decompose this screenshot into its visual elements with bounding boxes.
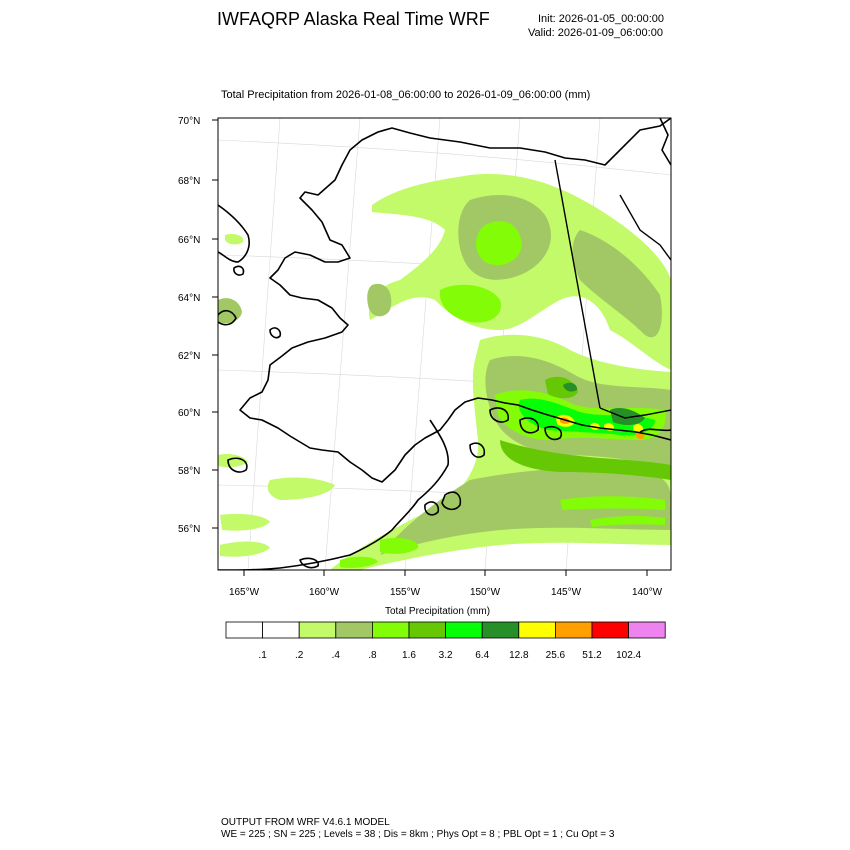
colorbar-level-label: 12.8 <box>509 650 529 661</box>
lat-label: 62°N <box>178 351 200 362</box>
lat-label: 68°N <box>178 176 200 187</box>
colorbar-box <box>591 621 629 639</box>
main-title: IWFAQRP Alaska Real Time WRF <box>217 9 490 29</box>
colorbar: .1 .2 .4 .8 1.6 3.2 6.4 12.8 25.6 51.2 102.4 <box>225 621 666 661</box>
colorbar-box <box>298 621 337 639</box>
map-frame <box>217 117 672 571</box>
latitude-axis: 70°N 68°N 66°N 64°N 62°N 60°N 58°N 56°N <box>178 116 218 535</box>
lon-label: 160°W <box>309 587 340 598</box>
colorbar-level-label: 1.6 <box>402 650 416 661</box>
lon-label: 150°W <box>470 587 501 598</box>
colorbar-level-label: .2 <box>295 650 304 661</box>
lat-label: 70°N <box>178 116 200 127</box>
field-title: Total Precipitation from 2026-01-08_06:0… <box>221 89 591 101</box>
lat-label: 64°N <box>178 293 200 304</box>
lat-label: 60°N <box>178 408 200 419</box>
map-field <box>218 118 671 570</box>
colorbar-level-label: 102.4 <box>616 650 641 661</box>
colorbar-box <box>225 621 263 639</box>
lon-label: 155°W <box>390 587 421 598</box>
international-border <box>554 159 671 419</box>
lon-label: 165°W <box>229 587 260 598</box>
model-info: OUTPUT FROM WRF V4.6.1 MODEL <box>221 817 390 828</box>
init-time: Init: 2026-01-05_00:00:00 <box>538 13 664 25</box>
precip-fill <box>218 174 671 570</box>
lat-label: 56°N <box>178 524 200 535</box>
colorbar-box <box>371 621 410 639</box>
colorbar-box <box>628 621 666 639</box>
colorbar-box <box>445 621 483 639</box>
valid-time: Valid: 2026-01-09_06:00:00 <box>528 27 663 39</box>
lat-label: 66°N <box>178 235 200 246</box>
model-options: WE = 225 ; SN = 225 ; Levels = 38 ; Dis … <box>221 829 615 840</box>
colorbar-box <box>335 621 373 639</box>
colorbar-box <box>481 621 520 639</box>
colorbar-level-label: .8 <box>368 650 377 661</box>
coastline <box>218 118 671 570</box>
colorbar-level-label: .1 <box>258 650 267 661</box>
colorbar-box <box>408 621 446 639</box>
longitude-axis: 165°W 160°W 155°W 150°W 145°W 140°W <box>229 570 663 598</box>
colorbar-level-label: .4 <box>332 650 341 661</box>
colorbar-level-label: 51.2 <box>582 650 602 661</box>
lon-label: 145°W <box>551 587 582 598</box>
colorbar-level-label: 3.2 <box>439 650 453 661</box>
colorbar-level-label: 6.4 <box>475 650 489 661</box>
lat-label: 58°N <box>178 466 200 477</box>
colorbar-level-label: 25.6 <box>546 650 566 661</box>
colorbar-box <box>518 621 556 639</box>
colorbar-box <box>262 621 300 639</box>
colorbar-title: Total Precipitation (mm) <box>385 606 491 617</box>
lon-label: 140°W <box>632 587 663 598</box>
colorbar-box <box>555 621 593 639</box>
